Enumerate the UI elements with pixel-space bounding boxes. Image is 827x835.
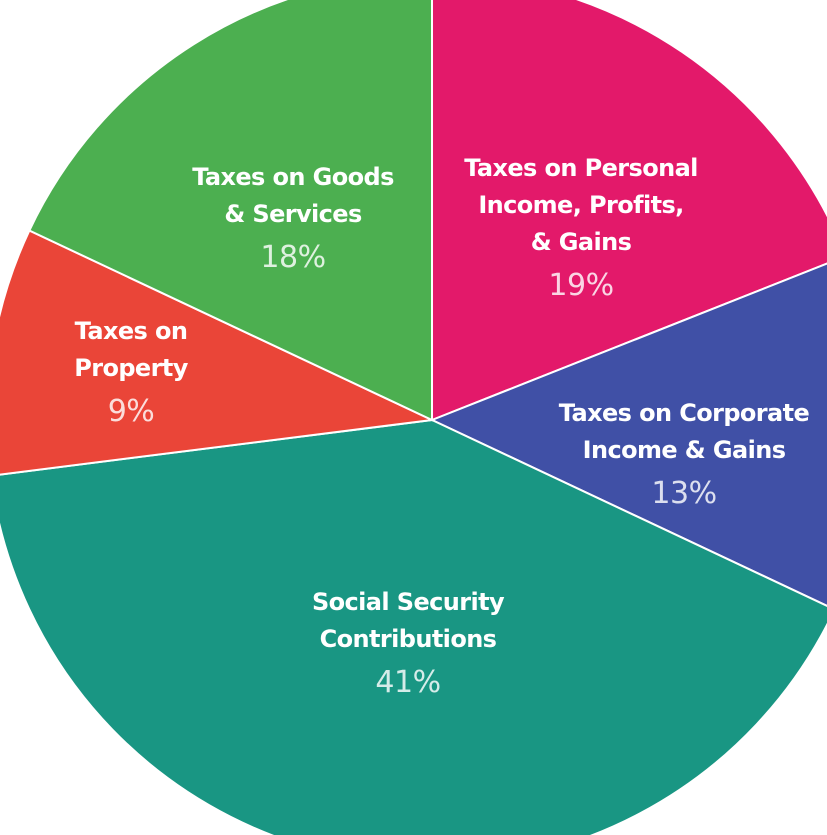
slice-label: Social Security xyxy=(312,588,505,616)
slice-label: Contributions xyxy=(320,625,497,653)
pie-slice xyxy=(0,229,436,476)
slice-label: Income & Gains xyxy=(583,436,786,464)
slice-label: & Gains xyxy=(531,228,632,256)
slice-label-group: Social Security Contributions 41% xyxy=(312,588,506,700)
slice-label-group: Taxes on Goods & Services 18% xyxy=(192,163,394,275)
slice-label: Income, Profits, xyxy=(478,191,683,219)
slice-percent-label: 18% xyxy=(260,240,325,275)
pie-slice xyxy=(0,418,827,835)
pie-slice xyxy=(429,262,827,607)
slice-label: & Services xyxy=(224,200,362,228)
slice-percent-label: 13% xyxy=(651,476,716,511)
slice-label: Taxes on Personal xyxy=(464,154,698,182)
slice-percent-label: 9% xyxy=(108,394,155,429)
pie-slice xyxy=(28,0,433,422)
slice-label: Taxes on Corporate xyxy=(559,399,810,427)
slice-percent-label: 19% xyxy=(548,268,613,303)
slice-label: Taxes on Goods xyxy=(192,163,394,191)
slice-label-group: Taxes on Personal Income, Profits, & Gains… xyxy=(464,154,698,303)
slice-label-group: Taxes on Property 9% xyxy=(74,317,189,429)
pie-labels: Taxes on Personal Income, Profits, & Gains… xyxy=(74,154,810,700)
slice-label: Taxes on xyxy=(75,317,188,345)
slice-label: Property xyxy=(74,354,188,382)
slice-label-group: Taxes on Corporate Income & Gains 13% xyxy=(559,399,810,511)
slice-percent-label: 41% xyxy=(375,665,440,700)
pie-slice xyxy=(431,0,827,422)
